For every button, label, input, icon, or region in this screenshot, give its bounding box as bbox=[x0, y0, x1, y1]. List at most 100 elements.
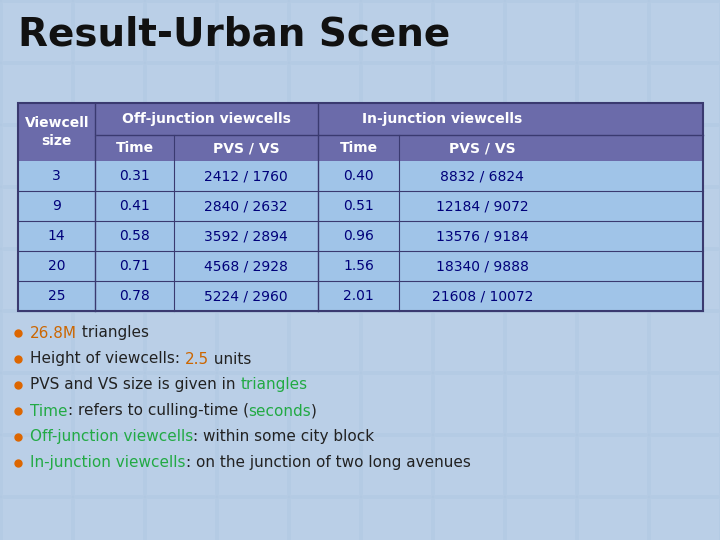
Text: 2412 / 1760: 2412 / 1760 bbox=[204, 169, 288, 183]
FancyBboxPatch shape bbox=[287, 123, 363, 189]
FancyBboxPatch shape bbox=[503, 433, 579, 499]
FancyBboxPatch shape bbox=[359, 309, 435, 375]
FancyBboxPatch shape bbox=[0, 371, 75, 437]
FancyBboxPatch shape bbox=[647, 495, 720, 540]
FancyBboxPatch shape bbox=[575, 0, 651, 3]
Text: Result-Urban Scene: Result-Urban Scene bbox=[18, 15, 450, 53]
Text: Time: Time bbox=[30, 403, 68, 418]
FancyBboxPatch shape bbox=[719, 123, 720, 189]
Text: 3592 / 2894: 3592 / 2894 bbox=[204, 229, 288, 243]
FancyBboxPatch shape bbox=[719, 0, 720, 3]
FancyBboxPatch shape bbox=[647, 185, 720, 251]
FancyBboxPatch shape bbox=[287, 0, 363, 3]
FancyBboxPatch shape bbox=[215, 247, 291, 313]
FancyBboxPatch shape bbox=[143, 61, 219, 127]
FancyBboxPatch shape bbox=[503, 0, 579, 65]
FancyBboxPatch shape bbox=[359, 185, 435, 251]
Text: 14: 14 bbox=[48, 229, 66, 243]
Bar bbox=[18, 161, 703, 191]
FancyBboxPatch shape bbox=[0, 61, 75, 127]
Text: : within some city block: : within some city block bbox=[193, 429, 374, 444]
FancyBboxPatch shape bbox=[503, 61, 579, 127]
Text: ): ) bbox=[311, 403, 317, 418]
FancyBboxPatch shape bbox=[359, 123, 435, 189]
FancyBboxPatch shape bbox=[431, 309, 507, 375]
FancyBboxPatch shape bbox=[719, 309, 720, 375]
FancyBboxPatch shape bbox=[575, 309, 651, 375]
FancyBboxPatch shape bbox=[647, 309, 720, 375]
Text: In-junction viewcells: In-junction viewcells bbox=[362, 112, 522, 126]
FancyBboxPatch shape bbox=[719, 185, 720, 251]
FancyBboxPatch shape bbox=[287, 309, 363, 375]
FancyBboxPatch shape bbox=[359, 61, 435, 127]
Text: seconds: seconds bbox=[248, 403, 311, 418]
Text: 20: 20 bbox=[48, 259, 66, 273]
FancyBboxPatch shape bbox=[0, 0, 75, 65]
FancyBboxPatch shape bbox=[431, 0, 507, 65]
FancyBboxPatch shape bbox=[143, 433, 219, 499]
Text: 12184 / 9072: 12184 / 9072 bbox=[436, 199, 528, 213]
Text: 3: 3 bbox=[53, 169, 61, 183]
FancyBboxPatch shape bbox=[431, 433, 507, 499]
Text: 0.96: 0.96 bbox=[343, 229, 374, 243]
FancyBboxPatch shape bbox=[359, 371, 435, 437]
FancyBboxPatch shape bbox=[71, 185, 147, 251]
FancyBboxPatch shape bbox=[215, 433, 291, 499]
FancyBboxPatch shape bbox=[719, 61, 720, 127]
FancyBboxPatch shape bbox=[143, 495, 219, 540]
Bar bbox=[18, 281, 703, 311]
FancyBboxPatch shape bbox=[719, 0, 720, 65]
Text: 0.40: 0.40 bbox=[343, 169, 374, 183]
Text: 0.41: 0.41 bbox=[120, 199, 150, 213]
Text: 26.8M: 26.8M bbox=[30, 326, 77, 341]
FancyBboxPatch shape bbox=[575, 247, 651, 313]
FancyBboxPatch shape bbox=[431, 495, 507, 540]
FancyBboxPatch shape bbox=[719, 433, 720, 499]
FancyBboxPatch shape bbox=[503, 371, 579, 437]
Text: Time: Time bbox=[339, 141, 377, 155]
Text: Viewcell
size: Viewcell size bbox=[24, 116, 89, 147]
FancyBboxPatch shape bbox=[143, 185, 219, 251]
FancyBboxPatch shape bbox=[0, 433, 3, 499]
Text: 0.31: 0.31 bbox=[120, 169, 150, 183]
FancyBboxPatch shape bbox=[215, 0, 291, 65]
Text: 2.5: 2.5 bbox=[185, 352, 209, 367]
FancyBboxPatch shape bbox=[431, 61, 507, 127]
FancyBboxPatch shape bbox=[143, 371, 219, 437]
FancyBboxPatch shape bbox=[359, 247, 435, 313]
Text: units: units bbox=[209, 352, 251, 367]
Bar bbox=[18, 103, 703, 311]
FancyBboxPatch shape bbox=[71, 0, 147, 3]
Bar bbox=[18, 221, 703, 251]
FancyBboxPatch shape bbox=[0, 185, 75, 251]
FancyBboxPatch shape bbox=[215, 185, 291, 251]
Text: PVS / VS: PVS / VS bbox=[213, 141, 279, 155]
Text: 8832 / 6824: 8832 / 6824 bbox=[441, 169, 524, 183]
FancyBboxPatch shape bbox=[575, 0, 651, 65]
FancyBboxPatch shape bbox=[215, 0, 291, 3]
FancyBboxPatch shape bbox=[287, 61, 363, 127]
FancyBboxPatch shape bbox=[719, 247, 720, 313]
FancyBboxPatch shape bbox=[575, 123, 651, 189]
FancyBboxPatch shape bbox=[71, 433, 147, 499]
FancyBboxPatch shape bbox=[0, 433, 75, 499]
FancyBboxPatch shape bbox=[647, 0, 720, 3]
Text: 0.71: 0.71 bbox=[120, 259, 150, 273]
FancyBboxPatch shape bbox=[287, 0, 363, 65]
FancyBboxPatch shape bbox=[143, 0, 219, 65]
FancyBboxPatch shape bbox=[215, 495, 291, 540]
FancyBboxPatch shape bbox=[431, 371, 507, 437]
FancyBboxPatch shape bbox=[0, 0, 3, 65]
FancyBboxPatch shape bbox=[647, 123, 720, 189]
FancyBboxPatch shape bbox=[71, 0, 147, 65]
FancyBboxPatch shape bbox=[0, 185, 3, 251]
Text: 4568 / 2928: 4568 / 2928 bbox=[204, 259, 288, 273]
FancyBboxPatch shape bbox=[719, 371, 720, 437]
Bar bbox=[18, 191, 703, 221]
FancyBboxPatch shape bbox=[71, 371, 147, 437]
FancyBboxPatch shape bbox=[0, 309, 75, 375]
Text: 9: 9 bbox=[53, 199, 61, 213]
FancyBboxPatch shape bbox=[575, 61, 651, 127]
Text: 21608 / 10072: 21608 / 10072 bbox=[432, 289, 533, 303]
FancyBboxPatch shape bbox=[647, 61, 720, 127]
